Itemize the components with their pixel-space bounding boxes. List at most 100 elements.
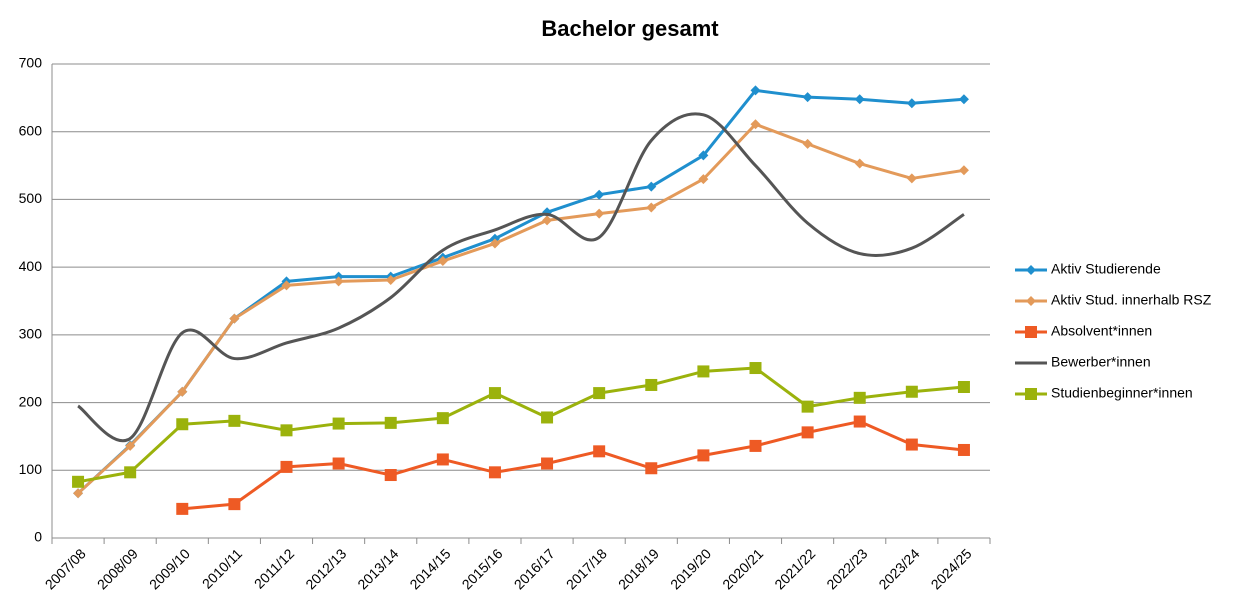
x-tick-label: 2015/16 (459, 545, 506, 592)
data-point (541, 457, 554, 470)
data-point (281, 280, 292, 291)
data-point (436, 453, 449, 466)
x-tick-label: 2008/09 (94, 545, 141, 592)
data-point (698, 150, 709, 161)
x-tick-label: 2013/14 (354, 545, 401, 592)
data-point (177, 386, 188, 397)
data-point (488, 466, 501, 479)
data-point (228, 498, 241, 511)
x-tick-label: 2010/11 (199, 545, 246, 592)
data-point (280, 424, 293, 437)
data-point (854, 94, 865, 105)
data-point (957, 380, 970, 393)
y-tick-label: 700 (19, 55, 43, 71)
data-point (801, 400, 814, 413)
legend-label: Studienbeginner*innen (1051, 385, 1193, 401)
data-point (853, 391, 866, 404)
data-point (750, 119, 761, 130)
data-point (176, 418, 189, 431)
data-point (853, 415, 866, 428)
data-point (646, 181, 657, 192)
data-point (332, 457, 345, 470)
x-tick-label: 2007/08 (42, 545, 89, 592)
data-point (854, 158, 865, 169)
y-tick-label: 500 (19, 190, 43, 206)
data-point (749, 362, 762, 375)
series-line (77, 112, 965, 443)
x-tick-label: 2023/24 (875, 545, 922, 592)
x-tick-label: 2018/19 (615, 545, 662, 592)
x-tick-label: 2017/18 (563, 545, 610, 592)
y-tick-label: 100 (19, 461, 43, 477)
y-tick-label: 0 (34, 529, 42, 545)
data-point (801, 426, 814, 439)
legend-marker (1025, 326, 1037, 338)
data-point (958, 165, 969, 176)
data-point (72, 475, 85, 488)
chart-title: Bachelor gesamt (541, 16, 719, 41)
data-point (802, 92, 813, 103)
legend-marker (1025, 388, 1037, 400)
data-point (645, 378, 658, 391)
data-point (906, 98, 917, 109)
legend-marker (1026, 296, 1036, 306)
data-point (802, 138, 813, 149)
data-point (750, 85, 761, 96)
data-point (593, 387, 606, 400)
data-point (176, 502, 189, 515)
y-tick-label: 300 (19, 326, 43, 342)
data-point (436, 412, 449, 425)
data-point (645, 462, 658, 475)
data-point (229, 313, 240, 324)
x-tick-label: 2016/17 (511, 545, 558, 592)
data-point (697, 449, 710, 462)
data-point (594, 208, 605, 219)
data-point (593, 445, 606, 458)
data-point (749, 439, 762, 452)
data-point (646, 202, 657, 213)
data-point (384, 416, 397, 429)
data-point (542, 215, 553, 226)
x-tick-label: 2011/12 (251, 545, 298, 592)
data-point (697, 365, 710, 378)
data-point (905, 438, 918, 451)
data-point (332, 417, 345, 430)
legend-label: Bewerber*innen (1051, 354, 1151, 370)
data-point (594, 189, 605, 200)
data-point (125, 440, 136, 451)
legend-label: Aktiv Studierende (1051, 261, 1161, 277)
x-tick-label: 2019/20 (667, 545, 714, 592)
data-point (333, 276, 344, 287)
data-point (385, 275, 396, 286)
data-point (437, 256, 448, 267)
data-point (905, 385, 918, 398)
data-point (228, 414, 241, 427)
x-tick-label: 2014/15 (406, 545, 453, 592)
legend-marker (1026, 265, 1036, 275)
series-line (77, 88, 965, 495)
y-tick-label: 200 (19, 393, 43, 409)
data-point (957, 443, 970, 456)
data-point (73, 488, 84, 499)
data-point (488, 387, 501, 400)
x-tick-label: 2009/10 (146, 545, 193, 592)
series-line (77, 122, 965, 495)
x-tick-label: 2024/25 (928, 545, 975, 592)
legend-label: Absolvent*innen (1051, 323, 1152, 339)
x-tick-label: 2020/21 (719, 545, 766, 592)
data-point (384, 469, 397, 482)
data-point (124, 466, 137, 479)
y-tick-label: 600 (19, 122, 43, 138)
legend-label: Aktiv Stud. innerhalb RSZ (1051, 292, 1212, 308)
data-point (906, 173, 917, 184)
data-point (541, 411, 554, 424)
x-tick-label: 2022/23 (823, 545, 870, 592)
x-tick-label: 2012/13 (302, 545, 349, 592)
x-tick-label: 2021/22 (771, 545, 818, 592)
data-point (489, 238, 500, 249)
series-line (182, 420, 965, 511)
series-line (77, 366, 965, 484)
data-point (958, 94, 969, 105)
